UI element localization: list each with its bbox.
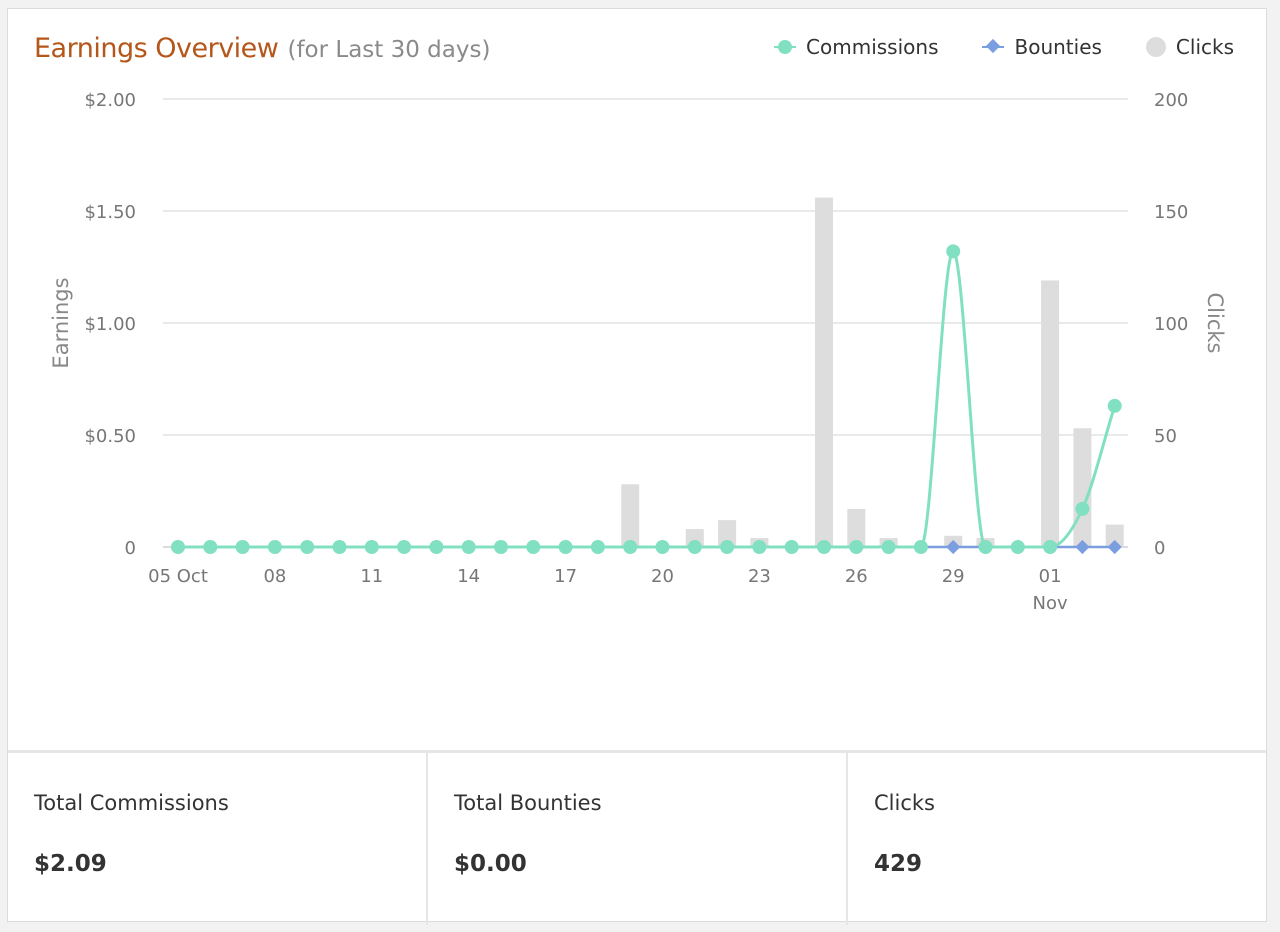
line-circle-icon [774, 40, 797, 54]
commissions-point [784, 540, 799, 554]
legend-label: Bounties [1014, 35, 1102, 59]
x-tick-label: 23 [748, 566, 771, 587]
commissions-point [267, 540, 282, 554]
legend-label: Clicks [1175, 35, 1234, 59]
y2-tick-label: 0 [1154, 538, 1165, 559]
stat-label: Total Commissions [34, 791, 229, 815]
click-bar [1041, 280, 1060, 547]
y-tick-label: $2.00 [84, 90, 136, 111]
summary-stats: Total Commissions $2.09 Total Bounties $… [8, 750, 1266, 925]
stat-total-commissions: Total Commissions $2.09 [8, 753, 426, 925]
x-tick-label: 05 Oct [148, 566, 208, 587]
page-subtitle: (for Last 30 days) [287, 37, 491, 63]
stat-label: Clicks [874, 791, 935, 815]
commissions-point [203, 540, 218, 554]
commissions-point [946, 244, 961, 259]
commissions-point [752, 540, 767, 554]
y-axis-title: Earnings [49, 277, 73, 368]
y-tick-label: $0.50 [84, 426, 136, 447]
x-tick-label: 11 [360, 566, 383, 587]
commissions-point [235, 540, 250, 554]
card-header: Earnings Overview (for Last 30 days) [34, 33, 490, 64]
bounties-point [946, 539, 961, 555]
commissions-point [720, 540, 735, 554]
x-tick-label: 01 [1039, 566, 1062, 587]
click-bar [847, 508, 866, 547]
click-bar [621, 484, 640, 547]
commissions-line [178, 249, 1117, 549]
commissions-point [881, 540, 896, 554]
x-tick-label: 29 [942, 566, 965, 587]
commissions-point [461, 540, 476, 554]
commissions-point [494, 540, 508, 554]
commissions-point [1010, 540, 1025, 554]
click-bar [1105, 524, 1124, 547]
x-tick-label: 20 [651, 566, 674, 587]
stat-total-bounties: Total Bounties $0.00 [426, 753, 846, 925]
legend-item-clicks[interactable]: Clicks [1145, 35, 1234, 59]
y-tick-label: $1.00 [84, 314, 136, 335]
legend-item-commissions[interactable]: Commissions [774, 35, 938, 59]
stat-value: $0.00 [454, 851, 527, 877]
commissions-point [526, 540, 541, 554]
y2-tick-label: 100 [1154, 314, 1188, 335]
commissions-point [1043, 540, 1058, 554]
commissions-point [817, 540, 831, 554]
bounties-point [1107, 539, 1122, 555]
y2-tick-label: 50 [1154, 426, 1177, 447]
commissions-point [623, 540, 638, 554]
stat-value: 429 [874, 851, 923, 877]
stat-value: $2.09 [34, 851, 107, 877]
commissions-point [978, 540, 993, 554]
commissions-point [913, 540, 928, 554]
commissions-point [364, 540, 379, 554]
earnings-chart: 0 0 $0.50 50 $1.00 100 $1.50 150 $2.00 200 Earning… [49, 90, 1227, 614]
line-diamond-icon [982, 38, 1005, 54]
commissions-point [332, 540, 347, 554]
commissions-point [687, 540, 702, 554]
stat-label: Total Bounties [454, 791, 602, 815]
circle-icon [1145, 37, 1166, 57]
commissions-point [1107, 398, 1122, 413]
x-tick-sublabel: Nov [1033, 593, 1068, 614]
click-bar [815, 197, 833, 547]
click-bar [1073, 428, 1092, 547]
page-title: Earnings Overview [34, 33, 279, 64]
bounties-point [1075, 539, 1090, 555]
commissions-point [171, 540, 185, 554]
commissions-point [655, 540, 670, 554]
commissions-point [397, 540, 412, 554]
x-tick-label: 08 [263, 566, 286, 587]
stat-clicks: Clicks 429 [846, 753, 1266, 925]
commissions-point [558, 540, 573, 554]
y-tick-label: $1.50 [84, 202, 136, 223]
y2-tick-label: 200 [1154, 90, 1188, 111]
chart-legend: Commissions Bounties Clicks [774, 35, 1234, 59]
x-tick-label: 14 [457, 566, 480, 587]
commissions-point [1075, 501, 1090, 516]
x-tick-label: 26 [845, 566, 868, 587]
y-tick-label: 0 [125, 538, 136, 559]
commissions-point [300, 540, 315, 554]
y2-tick-label: 150 [1154, 202, 1188, 223]
commissions-point [429, 540, 444, 554]
legend-label: Commissions [806, 35, 939, 59]
x-tick-label: 17 [554, 566, 577, 587]
y2-axis-title: Clicks [1203, 293, 1227, 354]
commissions-point [849, 540, 864, 554]
legend-item-bounties[interactable]: Bounties [982, 35, 1102, 59]
commissions-point [590, 540, 605, 554]
earnings-overview-card: Earnings Overview (for Last 30 days) Com… [7, 8, 1267, 925]
click-bar [718, 520, 737, 547]
